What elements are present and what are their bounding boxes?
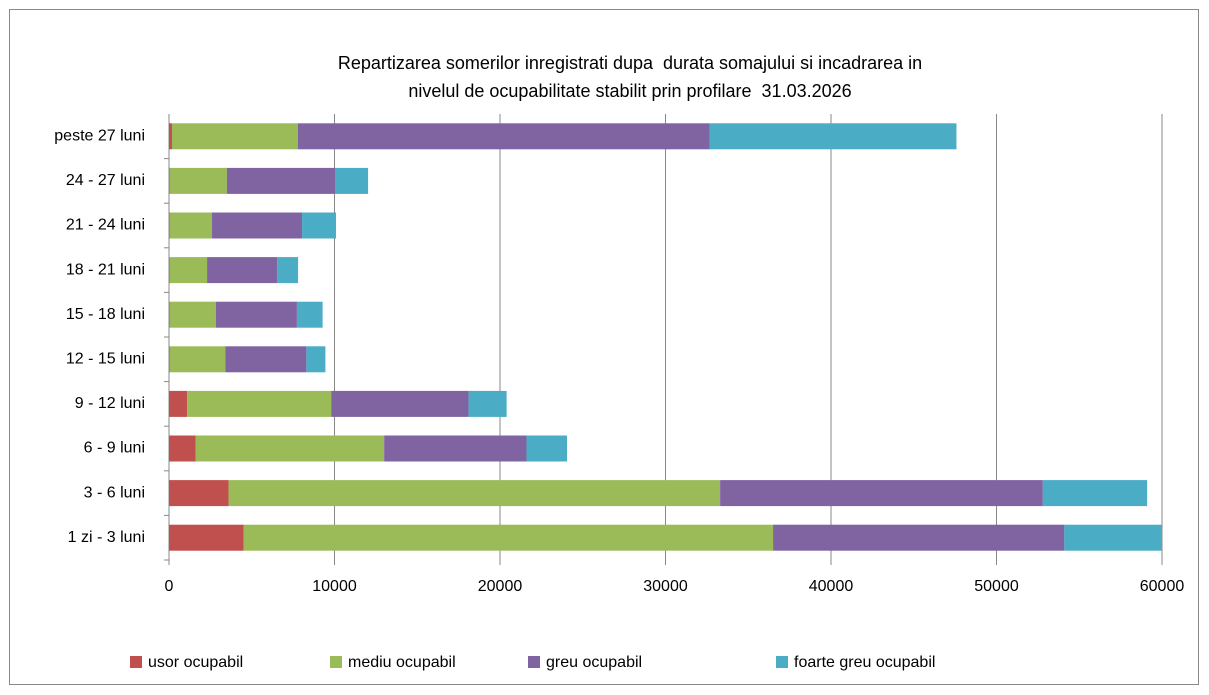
bar-segment xyxy=(526,435,568,462)
x-tick-label: 20000 xyxy=(478,578,523,595)
bar-segment xyxy=(169,480,229,507)
bar-segment xyxy=(243,524,774,551)
legend-label: greu ocupabil xyxy=(546,654,642,671)
legend-label: usor ocupabil xyxy=(148,654,243,671)
legend-swatch xyxy=(528,656,540,668)
x-tick-label: 60000 xyxy=(1140,578,1185,595)
y-tick-label: 21 - 24 luni xyxy=(66,217,145,234)
y-tick-label: 6 - 9 luni xyxy=(84,440,145,457)
chart-title: Repartizarea somerilor inregistrati dupa… xyxy=(338,53,922,73)
y-tick-label: 3 - 6 luni xyxy=(84,484,145,501)
x-tick-label: 10000 xyxy=(312,578,357,595)
bar-segment xyxy=(720,480,1043,507)
bar-segment xyxy=(1064,524,1162,551)
bar-segment xyxy=(212,212,303,239)
bar-segment xyxy=(169,301,216,328)
legend-swatch xyxy=(776,656,788,668)
bar-segment xyxy=(169,346,170,373)
bar-segment xyxy=(169,257,208,284)
y-tick-label: 24 - 27 luni xyxy=(66,172,145,189)
y-tick-label: peste 27 luni xyxy=(54,128,145,145)
bar-segment xyxy=(297,123,710,150)
bar-segment xyxy=(215,301,297,328)
bar-segment xyxy=(187,390,332,417)
x-tick-label: 50000 xyxy=(974,578,1019,595)
y-tick-label: 15 - 18 luni xyxy=(66,306,145,323)
legend-swatch xyxy=(130,656,142,668)
bar-segment xyxy=(331,390,469,417)
x-tick-label: 0 xyxy=(165,578,174,595)
bar-segment xyxy=(334,167,369,194)
legend-label: foarte greu ocupabil xyxy=(794,654,935,671)
bar-segment xyxy=(225,346,307,373)
bar-segment xyxy=(1042,480,1148,507)
y-tick-label: 12 - 15 luni xyxy=(66,351,145,368)
bar-segment xyxy=(207,257,278,284)
x-tick-label: 30000 xyxy=(643,578,688,595)
y-tick-label: 1 zi - 3 luni xyxy=(68,529,145,546)
bar-segment xyxy=(169,167,227,194)
bar-segment xyxy=(773,524,1065,551)
legend-swatch xyxy=(330,656,342,668)
bar-segment xyxy=(195,435,385,462)
bar-segment xyxy=(169,435,196,462)
bar-segment xyxy=(228,480,721,507)
chart-title: nivelul de ocupabilitate stabilit prin p… xyxy=(408,81,851,101)
bar-segment xyxy=(169,212,213,239)
legend-label: mediu ocupabil xyxy=(348,654,456,671)
bar-segment xyxy=(384,435,527,462)
bar-segment xyxy=(171,123,298,150)
bar-segment xyxy=(306,346,326,373)
bar-segment xyxy=(169,346,226,373)
bar-segment xyxy=(296,301,323,328)
bar-segment xyxy=(226,167,335,194)
bar-segment xyxy=(169,390,188,417)
bar-segment xyxy=(468,390,507,417)
x-tick-label: 40000 xyxy=(809,578,854,595)
bar-segment xyxy=(277,257,299,284)
y-tick-label: 9 - 12 luni xyxy=(75,395,145,412)
bar-segment xyxy=(169,123,172,150)
y-tick-label: 18 - 21 luni xyxy=(66,261,145,278)
bar-segment xyxy=(709,123,957,150)
bar-segment xyxy=(302,212,336,239)
bar-segment xyxy=(169,524,244,551)
